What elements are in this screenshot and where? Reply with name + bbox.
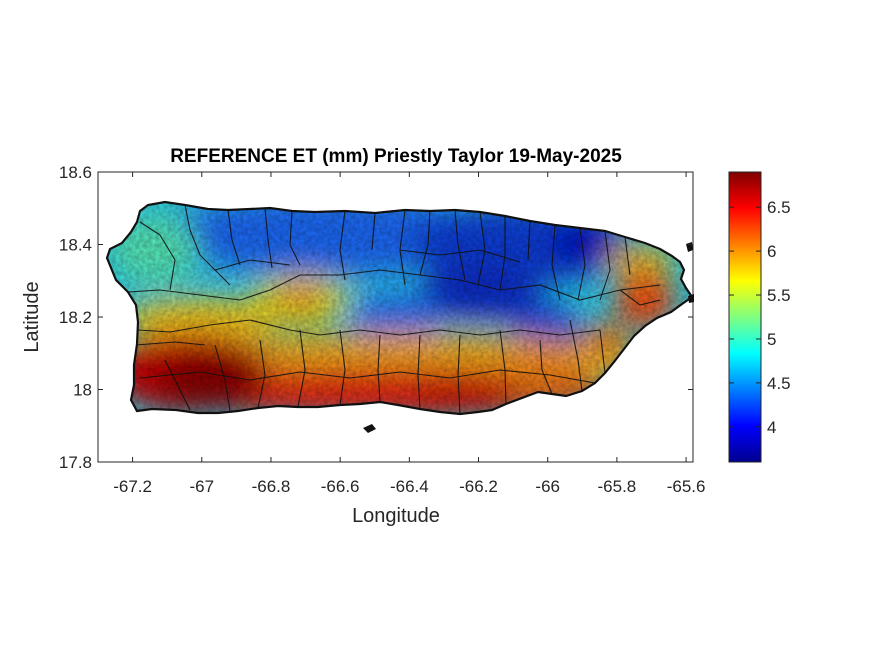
x-tick-label: -66 <box>535 477 560 496</box>
colorbar-tick-label: 6.5 <box>767 198 791 217</box>
municipal-boundaries <box>127 204 661 414</box>
y-tick-label: 17.8 <box>59 453 92 472</box>
colorbar-tick-label: 5 <box>767 330 776 349</box>
y-axis-label: Latitude <box>21 281 43 352</box>
x-tick-label: -66.2 <box>459 477 498 496</box>
y-tick-label: 18 <box>73 381 92 400</box>
culebra-islets <box>686 242 694 303</box>
x-tick-label: -66.8 <box>252 477 291 496</box>
x-tick-label: -66.4 <box>390 477 429 496</box>
colorbar-tick-label: 5.5 <box>767 286 791 305</box>
x-tick-label: -65.8 <box>598 477 637 496</box>
colorbar-tick-label: 4.5 <box>767 374 791 393</box>
y-tick-label: 18.4 <box>59 236 92 255</box>
caja-de-muertos-island <box>363 424 376 433</box>
y-axis: 17.8 18 18.2 18.4 18.6 <box>59 163 693 472</box>
x-tick-label: -65.6 <box>667 477 706 496</box>
colorbar-ticks: 4 4.5 5 5.5 6 6.5 <box>729 198 791 437</box>
y-tick-label: 18.6 <box>59 163 92 182</box>
chart-title: REFERENCE ET (mm) Priestly Taylor 19-May… <box>170 146 622 167</box>
x-tick-label: -67 <box>189 477 214 496</box>
island-heatmap <box>107 202 692 414</box>
x-tick-label: -67.2 <box>113 477 152 496</box>
colorbar-tick-label: 6 <box>767 242 776 261</box>
x-axis: -67.2 -67 -66.8 -66.6 -66.4 -66.2 -66 -65.8 -65.… <box>113 172 705 496</box>
colorbar-tick-label: 4 <box>767 418 776 437</box>
x-axis-label: Longitude <box>352 505 440 527</box>
colorbar <box>728 171 762 463</box>
y-tick-label: 18.2 <box>59 308 92 327</box>
x-tick-label: -66.6 <box>321 477 360 496</box>
